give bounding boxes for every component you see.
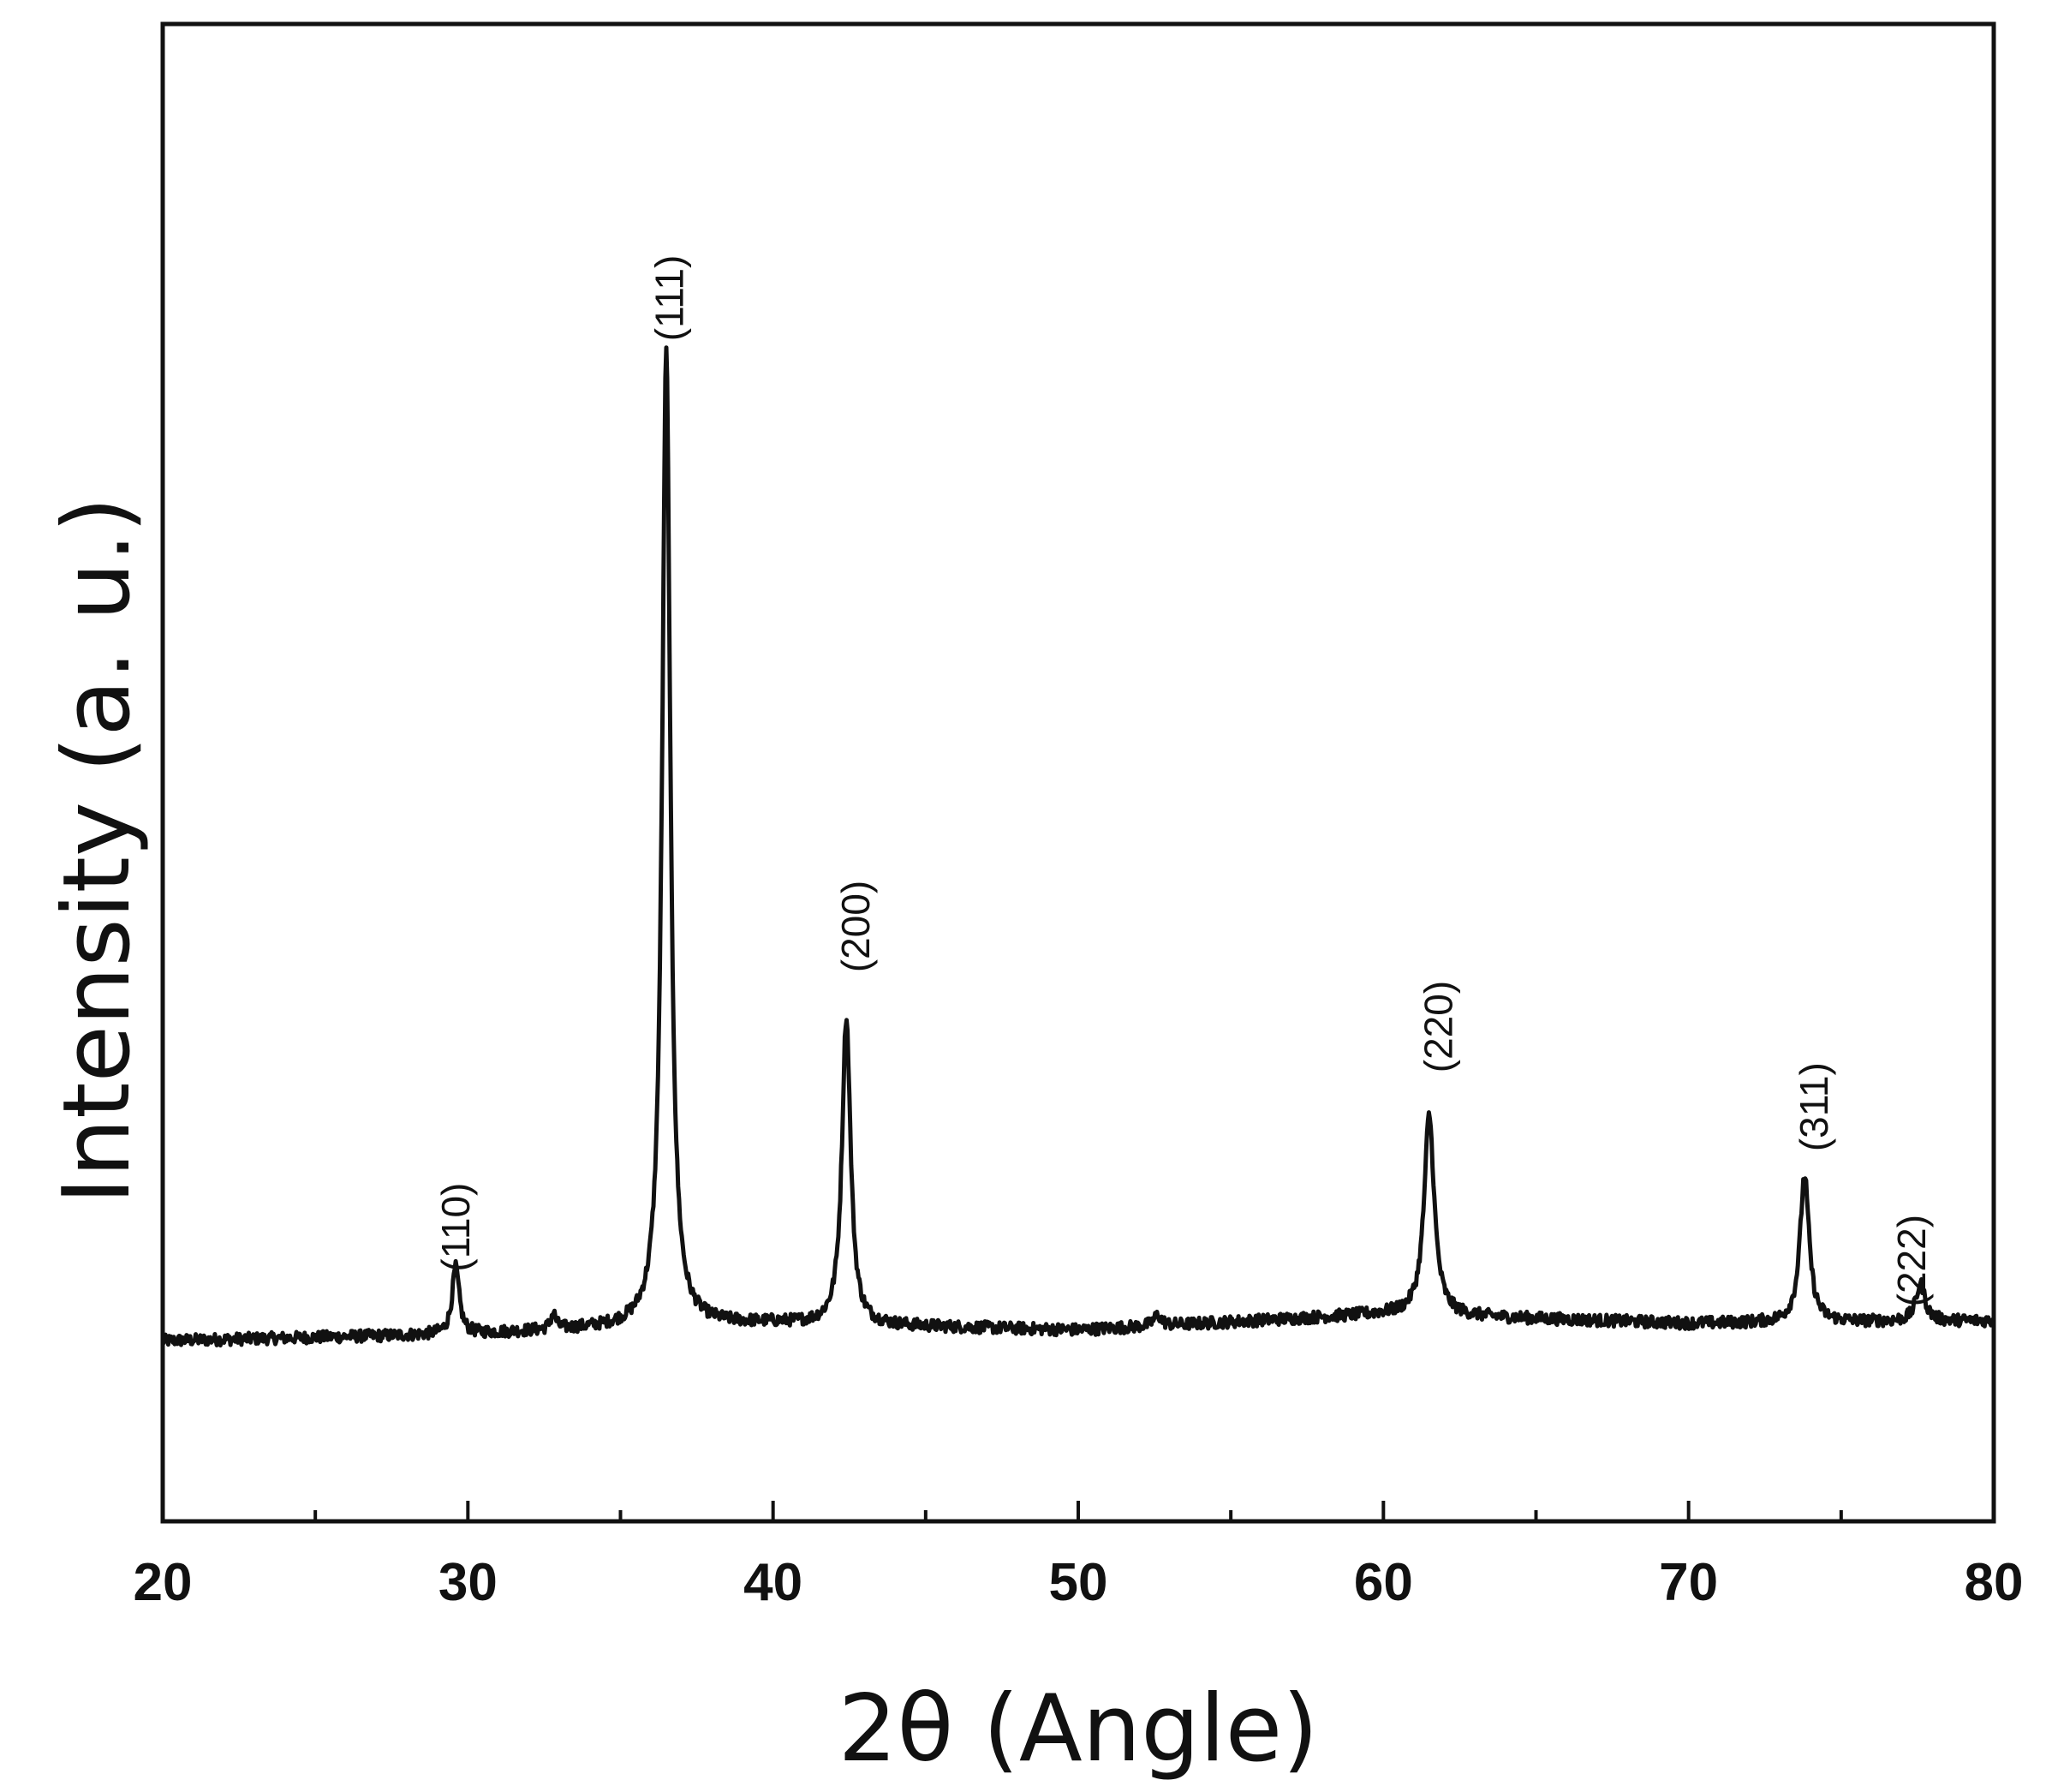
xrd-pattern-line [160,345,1996,1348]
x-axis-label: 2θ (Angle) [838,1676,1319,1783]
x-tick-label: 40 [743,1553,802,1612]
peak-label: (222) [1889,1215,1934,1306]
y-axis-label: Intensity (a. u.) [44,497,151,1204]
peak-label: (220) [1416,981,1460,1072]
plot-area [160,345,1996,1348]
plot-frame [160,21,1996,1524]
x-tick-label: 80 [1965,1553,2024,1612]
x-tick-label: 50 [1049,1553,1108,1612]
peak-label: (111) [647,255,692,342]
x-tick-label: 70 [1659,1553,1718,1612]
peak-label: (311) [1792,1062,1836,1151]
x-tick-label: 20 [134,1553,193,1612]
peak-label: (200) [833,881,878,972]
x-tick-label: 60 [1354,1553,1413,1612]
x-axis: 20 30 40 50 60 70 80 [134,1501,2024,1612]
peak-labels: (110) (111) (200) (220) (311) (222) [433,255,1934,1307]
x-tick-label: 30 [438,1553,498,1612]
peak-label: (110) [433,1183,478,1272]
